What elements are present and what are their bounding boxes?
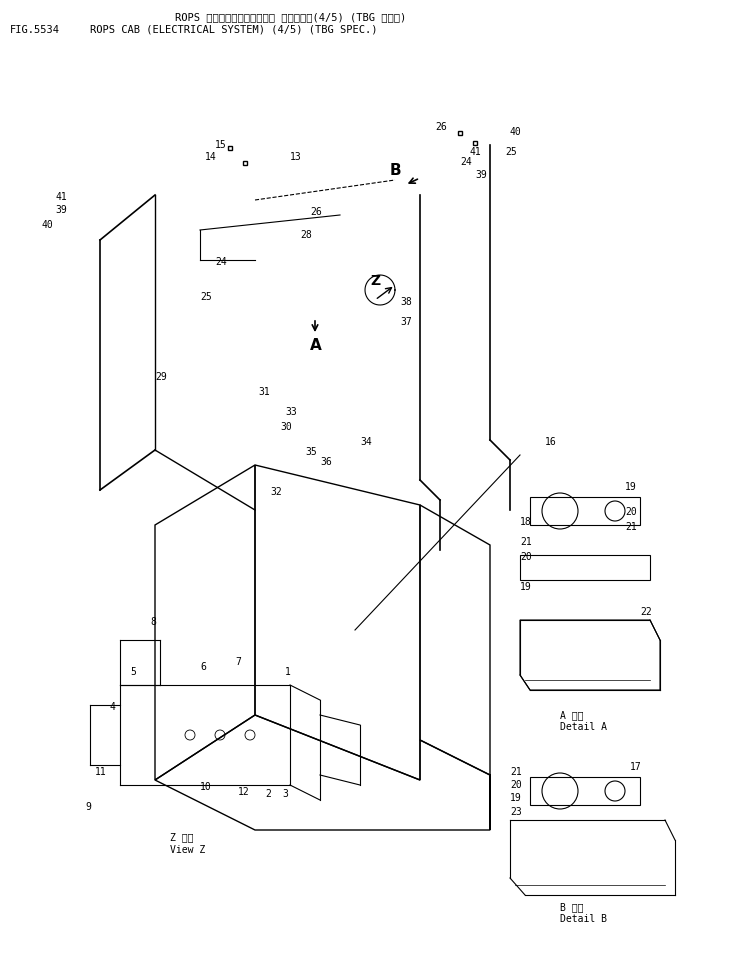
Text: 6: 6 <box>200 662 206 672</box>
Text: 25: 25 <box>200 292 212 302</box>
Text: 19: 19 <box>520 582 532 592</box>
Text: 23: 23 <box>510 807 522 817</box>
Text: 39: 39 <box>475 170 487 180</box>
Text: 22: 22 <box>640 607 652 617</box>
Text: 30: 30 <box>280 422 292 432</box>
Text: 26: 26 <box>310 207 322 217</box>
Text: View Z: View Z <box>170 845 205 855</box>
Text: 13: 13 <box>290 152 302 162</box>
Text: FIG.5534: FIG.5534 <box>10 25 60 35</box>
Text: 39: 39 <box>55 205 67 215</box>
Text: 20: 20 <box>520 552 532 562</box>
Text: 2: 2 <box>265 789 271 799</box>
Text: 11: 11 <box>95 767 107 777</box>
Text: 20: 20 <box>625 507 637 517</box>
Text: 24: 24 <box>460 157 472 167</box>
Text: 14: 14 <box>205 152 216 162</box>
Text: 25: 25 <box>505 147 517 157</box>
Text: 31: 31 <box>258 387 270 397</box>
Text: ROPS キャブ（エレクトリカル システム）(4/5) (TBG ショウ): ROPS キャブ（エレクトリカル システム）(4/5) (TBG ショウ) <box>175 12 406 22</box>
Text: 5: 5 <box>130 667 136 677</box>
Text: Z 矢視: Z 矢視 <box>170 832 193 842</box>
Text: 19: 19 <box>510 793 522 803</box>
Text: 35: 35 <box>305 447 317 457</box>
Text: Detail A: Detail A <box>560 722 607 732</box>
Text: A: A <box>310 338 322 353</box>
Text: 12: 12 <box>238 787 249 797</box>
Text: 26: 26 <box>435 122 446 132</box>
Text: 21: 21 <box>625 522 637 532</box>
Text: 38: 38 <box>400 297 412 307</box>
Text: 1: 1 <box>285 667 291 677</box>
Text: 16: 16 <box>545 437 557 447</box>
Text: 41: 41 <box>55 192 67 202</box>
Text: 15: 15 <box>215 140 227 150</box>
Text: B: B <box>390 163 401 178</box>
Text: 7: 7 <box>235 657 241 667</box>
Text: 9: 9 <box>85 802 91 812</box>
Text: 29: 29 <box>155 372 167 382</box>
Text: 20: 20 <box>510 780 522 790</box>
Text: B 詳細: B 詳細 <box>560 902 583 912</box>
Text: Detail B: Detail B <box>560 914 607 924</box>
Text: 8: 8 <box>150 617 156 627</box>
Text: 4: 4 <box>110 702 116 712</box>
Text: A 詳細: A 詳細 <box>560 710 583 720</box>
Text: 19: 19 <box>625 482 637 492</box>
Text: 17: 17 <box>630 762 642 772</box>
Text: 10: 10 <box>200 782 212 792</box>
Text: 36: 36 <box>320 457 332 467</box>
Text: 32: 32 <box>270 487 282 497</box>
Text: 3: 3 <box>282 789 288 799</box>
Text: 37: 37 <box>400 317 412 327</box>
Text: 21: 21 <box>520 537 532 547</box>
Text: 40: 40 <box>510 127 522 137</box>
Text: ROPS CAB (ELECTRICAL SYSTEM) (4/5) (TBG SPEC.): ROPS CAB (ELECTRICAL SYSTEM) (4/5) (TBG … <box>90 25 377 35</box>
Text: 28: 28 <box>300 230 312 240</box>
Text: 41: 41 <box>470 147 482 157</box>
Text: Z: Z <box>370 274 380 288</box>
Text: 24: 24 <box>215 257 227 267</box>
Text: 21: 21 <box>510 767 522 777</box>
Text: 34: 34 <box>360 437 372 447</box>
Text: 40: 40 <box>42 220 54 230</box>
Text: 18: 18 <box>520 517 532 527</box>
Text: 33: 33 <box>285 407 297 417</box>
